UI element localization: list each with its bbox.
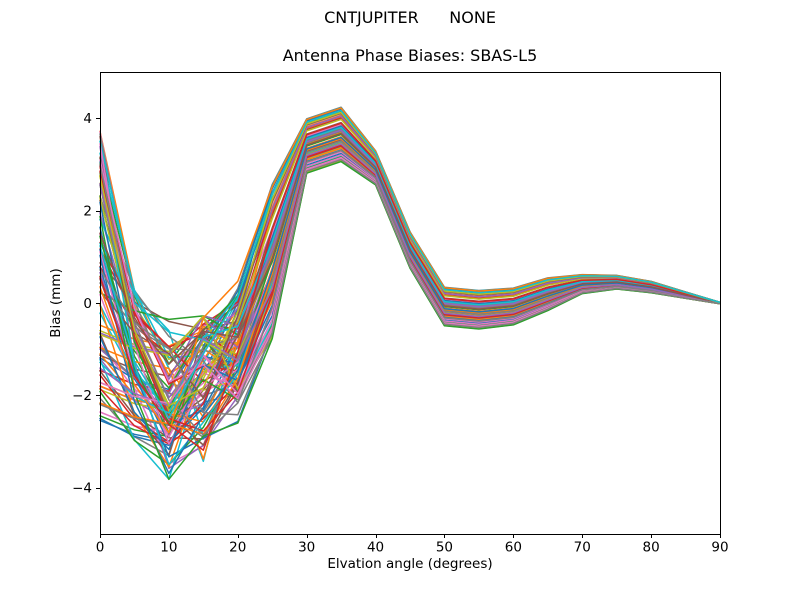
x-tick-label: 50	[436, 540, 453, 556]
bias-line	[99, 136, 721, 475]
x-tick-label: 30	[298, 540, 315, 556]
x-tick-label: 60	[505, 540, 522, 556]
x-tick-label: 0	[96, 540, 105, 556]
axes-spines	[100, 72, 721, 535]
y-axis-label: Bias (mm)	[48, 268, 64, 338]
bias-line	[99, 126, 721, 414]
bias-line	[99, 118, 721, 412]
y-tick-label: −4	[72, 481, 92, 497]
x-tick-label: 40	[367, 540, 384, 556]
figure-suptitle: CNTJUPITER NONE	[324, 8, 496, 27]
bias-line	[99, 149, 721, 436]
bias-line	[99, 159, 721, 456]
axes-title: Antenna Phase Biases: SBAS-L5	[282, 46, 538, 65]
x-axis-label: Elvation angle (degrees)	[327, 556, 493, 572]
bias-line	[99, 117, 721, 330]
bias-line	[99, 132, 721, 365]
x-tick-label: 90	[711, 540, 728, 556]
bias-line	[99, 158, 721, 458]
x-tick-label: 10	[160, 540, 177, 556]
bias-line	[99, 142, 721, 404]
bias-line	[99, 143, 721, 407]
bias-line	[99, 109, 721, 419]
y-tick-label: 2	[83, 203, 92, 219]
bias-line	[99, 122, 721, 451]
y-tick-label: 4	[83, 111, 92, 127]
x-tick-label: 20	[229, 540, 246, 556]
bias-line	[99, 141, 721, 480]
y-tick-label: 0	[83, 296, 92, 312]
bias-line	[99, 158, 721, 416]
x-tick-label: 70	[574, 540, 591, 556]
y-tick-label: −2	[72, 388, 92, 404]
x-tick-label: 80	[643, 540, 660, 556]
bias-line	[99, 131, 721, 468]
